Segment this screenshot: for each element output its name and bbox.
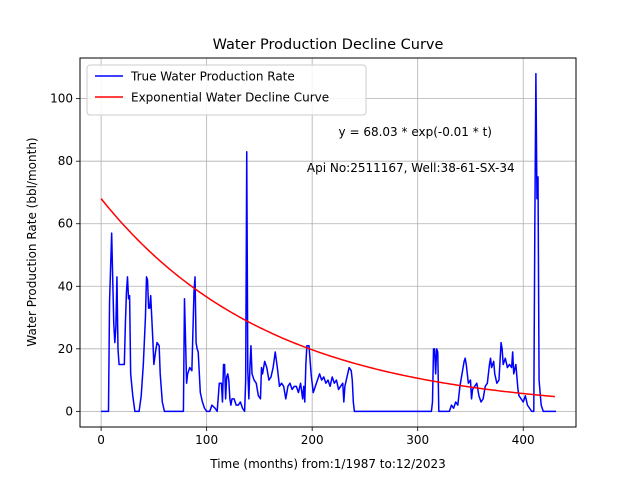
y-tick-label: 40 — [58, 279, 73, 293]
series-line-decline-curve — [100, 198, 555, 398]
ticks-layer: 0 100 200 300 400 0 20 40 60 80 100 — [50, 92, 535, 447]
annotation-text: Api No:2511167, Well:38-61-SX-34 — [307, 161, 515, 175]
legend-frame — [86, 64, 367, 116]
annotations-layer: y = 68.03 * exp(-0.01 * t) Api No:2511167… — [307, 125, 515, 175]
y-tick-label: 20 — [58, 342, 73, 356]
y-tick-label: 100 — [50, 92, 73, 106]
x-tick-label: 200 — [301, 433, 324, 447]
x-tick-label: 300 — [406, 433, 429, 447]
legend-label-decline-curve: Exponential Water Decline Curve — [131, 91, 329, 105]
y-tick-label: 0 — [65, 404, 73, 418]
legend-label-true-rate: True Water Production Rate — [130, 70, 295, 84]
x-tick-label: 100 — [195, 433, 218, 447]
annotation-text: y = 68.03 * exp(-0.01 * t) — [339, 125, 492, 139]
y-tick-label: 80 — [58, 154, 73, 168]
y-tick-label: 60 — [58, 217, 73, 231]
series-layer — [100, 72, 556, 413]
chart-title: Water Production Decline Curve — [213, 37, 444, 53]
series-line-true-rate — [101, 72, 556, 413]
x-axis-label: Time (months) from:1/1987 to:12/2023 — [209, 457, 446, 471]
legend: True Water Production Rate Exponential W… — [86, 64, 367, 116]
plot-frame — [79, 57, 577, 428]
x-tick-label: 400 — [512, 433, 535, 447]
x-tick-label: 0 — [97, 433, 105, 447]
y-axis-label: Water Production Rate (bbl/month) — [25, 137, 39, 346]
